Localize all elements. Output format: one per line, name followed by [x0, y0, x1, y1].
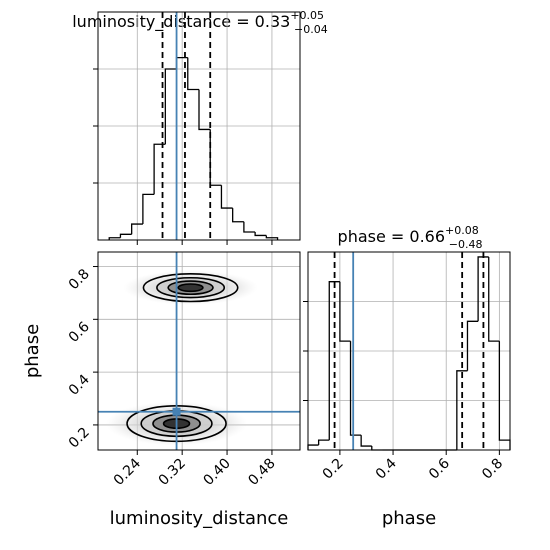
- hist-bar: [232, 208, 244, 223]
- hist-bar: [317, 439, 330, 446]
- x-tick-label: 0.8: [479, 456, 506, 483]
- hist-bar: [360, 435, 372, 447]
- hist-bar: [254, 232, 267, 237]
- hist-bar: [131, 223, 143, 235]
- axes-frame: [307, 251, 511, 451]
- x-tick-label: 0.40: [201, 456, 234, 489]
- hist-bar: [153, 143, 166, 195]
- hist-bar: [307, 444, 319, 450]
- title: luminosity_distance = 0.33+0.05 −0.04: [72, 9, 328, 36]
- truth-point: [172, 407, 181, 416]
- x-axis-label: luminosity_distance: [110, 508, 289, 529]
- hist-bar: [328, 281, 340, 441]
- title-main: phase = 0.66: [338, 227, 445, 246]
- x-tick-label: 0.24: [111, 455, 144, 488]
- density-contour: [177, 283, 204, 293]
- hist-bar: [198, 89, 211, 131]
- y-tick-label: 0.4: [66, 372, 93, 399]
- title-lower: −0.04: [294, 23, 328, 36]
- title-main: luminosity_distance = 0.33: [72, 12, 290, 32]
- hist-bar: [488, 256, 500, 342]
- hist-bar: [164, 68, 177, 145]
- x-tick-label: 0.2: [320, 456, 347, 483]
- x-tick-label: 0.4: [373, 455, 400, 482]
- hist-bar: [498, 341, 511, 450]
- y-tick-label: 0.2: [66, 424, 93, 451]
- y-tick-label: 0.8: [66, 266, 93, 293]
- title-upper: +0.05: [290, 9, 324, 22]
- axes-frame: [97, 251, 301, 451]
- hist-bar: [142, 193, 155, 225]
- y-tick-label: 0.6: [66, 319, 93, 346]
- hist-bar: [456, 370, 468, 450]
- hist-bar: [108, 237, 121, 240]
- hist-bar: [339, 281, 351, 342]
- title-upper: +0.08: [445, 224, 479, 237]
- x-tick-label: 0.6: [426, 455, 453, 482]
- hist-bar: [187, 57, 199, 91]
- hist-bar: [209, 129, 222, 186]
- x-tick-label: 0.32: [156, 456, 189, 489]
- y-axis-label: phase: [22, 324, 43, 378]
- title-lower: −0.48: [449, 238, 483, 251]
- hist-bar: [119, 233, 132, 238]
- x-tick-label: 0.48: [245, 456, 278, 489]
- hist-bar: [220, 185, 233, 209]
- hist-bar: [243, 221, 256, 233]
- title: phase = 0.66+0.08 −0.48: [338, 224, 483, 251]
- hist-bar: [371, 446, 383, 451]
- hist-bar: [477, 256, 489, 322]
- hist-bar: [466, 320, 479, 371]
- hist-bar: [265, 235, 279, 240]
- hist-bar: [349, 341, 362, 436]
- axes-frame: [97, 11, 301, 241]
- x-axis-label: phase: [382, 508, 436, 529]
